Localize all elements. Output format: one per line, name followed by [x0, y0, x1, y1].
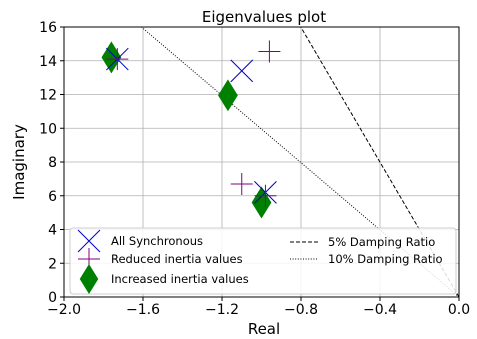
y-tick-label: 10 — [39, 121, 57, 137]
legend-label: 10% Damping Ratio — [328, 252, 443, 266]
legend-label: Reduced inertia values — [111, 252, 243, 266]
legend-box — [69, 227, 457, 295]
y-axis-label: Imaginary — [10, 124, 28, 200]
y-tick-label: 2 — [48, 256, 57, 272]
x-tick-label: −0.4 — [363, 302, 397, 318]
point-diamond-1 — [218, 79, 238, 112]
x-axis-label: Real — [248, 320, 280, 338]
damping-lines — [141, 26, 460, 298]
legend-marker-x — [77, 229, 101, 253]
y-tick-label: 0 — [48, 290, 57, 306]
x-tick-label: −0.8 — [284, 302, 318, 318]
legend-marker-diamond — [79, 264, 99, 294]
x-tick-label: −2.0 — [47, 302, 81, 318]
y-tick-label: 8 — [48, 155, 57, 171]
chart-title: Eigenvalues plot — [202, 8, 326, 26]
point-diamond-2 — [251, 186, 272, 219]
damping-line-10pct — [141, 26, 460, 298]
y-tick-label: 12 — [39, 88, 57, 104]
legend-label: Increased inertia values — [111, 272, 249, 286]
x-tick-label: −1.6 — [126, 302, 160, 318]
point-plus-3 — [254, 184, 277, 207]
y-tick-label: 14 — [39, 54, 57, 70]
point-plus-1 — [258, 40, 281, 63]
point-plus-0 — [106, 48, 129, 71]
legend-label: 5% Damping Ratio — [328, 235, 435, 249]
y-tick-label: 4 — [48, 223, 57, 239]
damping-line-5pct — [300, 26, 460, 298]
x-tick-label: −1.2 — [205, 302, 239, 318]
point-plus-2 — [230, 172, 253, 195]
y-tick-label: 16 — [39, 20, 57, 36]
data-points — [101, 40, 281, 219]
point-x-1 — [230, 59, 254, 83]
legend-label: All Synchronous — [111, 234, 203, 248]
axis-ticks: −2.0 −1.6 −1.2 −0.8 −0.4 0.0 0 2 4 6 8 10 12 14 16 — [39, 20, 470, 318]
legend: All Synchronous Reduced inertia values Inc… — [69, 227, 457, 295]
y-tick-label: 6 — [48, 189, 57, 205]
point-diamond-0 — [101, 41, 122, 74]
x-tick-label: 0.0 — [448, 302, 470, 318]
